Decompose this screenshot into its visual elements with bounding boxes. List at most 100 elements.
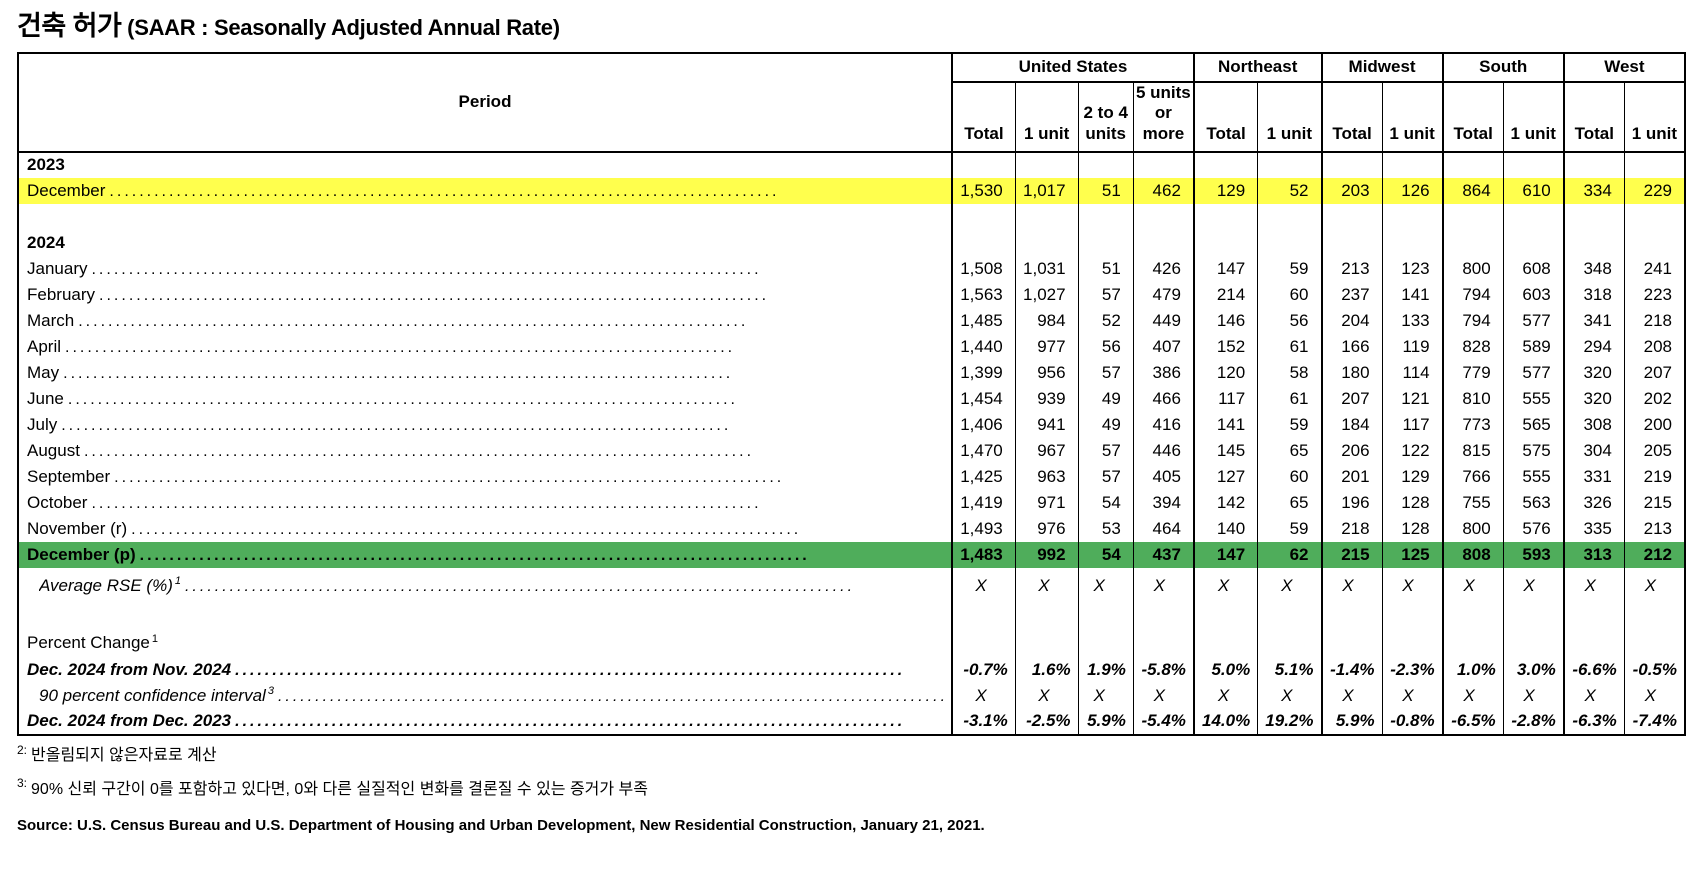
value-cell — [1502, 229, 1564, 256]
value-cell — [1320, 603, 1383, 630]
value-cell — [1192, 203, 1258, 230]
value-cell: 320 — [1562, 359, 1625, 386]
value-cell: 241 — [1623, 255, 1685, 282]
value-cell — [1320, 629, 1383, 657]
value-cell: -6.5% — [1441, 708, 1504, 735]
footnote-2: 2: 반올림되지 않은자료로 계산 — [17, 744, 1686, 767]
dot-leader — [87, 493, 951, 513]
period-cell: 2024 — [18, 230, 952, 256]
row-label: January — [27, 258, 88, 278]
value-cell: 207 — [1320, 385, 1383, 412]
period-cell-content: December — [27, 181, 951, 201]
row-label: March — [27, 310, 75, 330]
column-header: 1 unit — [1623, 81, 1685, 153]
value-cell: 128 — [1381, 515, 1443, 542]
value-cell: 152 — [1192, 333, 1258, 360]
footnote-3-marker: 3: — [17, 776, 28, 791]
value-cell: 128 — [1381, 489, 1443, 516]
value-cell: 52 — [1257, 177, 1322, 204]
group-header-northeast: Northeast — [1192, 52, 1322, 83]
dot-leader — [87, 259, 951, 279]
group-header-south: South — [1441, 52, 1564, 83]
value-cell: 318 — [1562, 281, 1625, 308]
value-cell: 146 — [1192, 307, 1258, 334]
footnote-2-text: 반올림되지 않은자료로 계산 — [31, 746, 217, 764]
value-cell — [1320, 151, 1383, 178]
table-row: Percent Change 1 — [18, 629, 1685, 657]
value-cell: 976 — [1014, 515, 1079, 542]
period-cell-content: December (p) — [27, 545, 951, 565]
value-cell: 304 — [1562, 437, 1625, 464]
period-cell: February — [18, 282, 952, 308]
value-cell: 204 — [1320, 307, 1383, 334]
period-cell-content: 2024 — [27, 233, 951, 253]
value-cell — [951, 229, 1016, 256]
value-cell: 52 — [1077, 307, 1134, 334]
value-cell — [1014, 603, 1079, 630]
row-label-superscript: 1 — [151, 633, 158, 645]
value-cell: 1,483 — [951, 541, 1016, 568]
page-title-korean: 건축 허가 — [17, 11, 122, 41]
table-row: December (p) 1,48399254437147622151258085… — [18, 541, 1685, 568]
value-cell: 794 — [1441, 307, 1504, 334]
row-label: July — [27, 414, 58, 434]
value-cell: 5.1% — [1257, 656, 1322, 683]
period-cell-content: March — [27, 311, 951, 331]
value-cell: 326 — [1562, 489, 1625, 516]
value-cell — [1441, 151, 1504, 178]
value-cell: 214 — [1192, 281, 1258, 308]
value-cell: 196 — [1320, 489, 1383, 516]
value-cell: 218 — [1623, 307, 1685, 334]
row-label: September — [27, 466, 111, 486]
value-cell: 1.6% — [1014, 656, 1079, 683]
value-cell: 49 — [1077, 385, 1134, 412]
value-cell: 213 — [1623, 515, 1685, 542]
table-row: April 1,440977564071526116611982858929420… — [18, 333, 1685, 360]
value-cell: 54 — [1077, 489, 1134, 516]
value-cell: 141 — [1192, 411, 1258, 438]
value-cell: 1,470 — [951, 437, 1016, 464]
page-title: 건축 허가 (SAAR : Seasonally Adjusted Annual… — [17, 6, 1686, 43]
value-cell: 129 — [1381, 463, 1443, 490]
value-cell — [1381, 229, 1443, 256]
table-row: December 1,5301,0175146212952203126864610… — [18, 177, 1685, 204]
dot-leader — [95, 285, 951, 305]
value-cell: 603 — [1502, 281, 1564, 308]
value-cell: 864 — [1441, 177, 1504, 204]
value-cell — [951, 203, 1016, 230]
value-cell — [1502, 151, 1564, 178]
value-cell — [1014, 151, 1079, 178]
value-cell: 129 — [1192, 177, 1258, 204]
table-row: March 1,485984524491465620413379457734121… — [18, 307, 1685, 334]
value-cell: 589 — [1502, 333, 1564, 360]
value-cell: -0.5% — [1623, 656, 1685, 683]
value-cell: 1.0% — [1441, 656, 1504, 683]
value-cell: -7.4% — [1623, 708, 1685, 735]
period-cell: January — [18, 256, 952, 282]
value-cell: 1,454 — [951, 385, 1016, 412]
value-cell: 61 — [1257, 385, 1322, 412]
row-label: Dec. 2024 from Nov. 2024 — [27, 659, 232, 679]
value-cell: 120 — [1192, 359, 1258, 386]
value-cell — [1014, 629, 1079, 657]
permits-table: Period United States Northeast Midwest South… — [17, 51, 1686, 736]
dot-leader — [59, 363, 951, 383]
value-cell: 56 — [1257, 307, 1322, 334]
value-cell: -5.4% — [1132, 708, 1194, 735]
value-cell: X — [1077, 567, 1134, 604]
value-cell: 123 — [1381, 255, 1443, 282]
value-cell: X — [951, 682, 1016, 709]
value-cell: 608 — [1502, 255, 1564, 282]
value-cell: 59 — [1257, 411, 1322, 438]
value-cell: 320 — [1562, 385, 1625, 412]
value-cell: 141 — [1381, 281, 1443, 308]
value-cell — [1257, 629, 1322, 657]
value-cell: 208 — [1623, 333, 1685, 360]
value-cell: 229 — [1623, 177, 1685, 204]
period-cell-content: May — [27, 363, 951, 383]
value-cell: 200 — [1623, 411, 1685, 438]
value-cell: -6.3% — [1562, 708, 1625, 735]
report-page: 건축 허가 (SAAR : Seasonally Adjusted Annual… — [0, 0, 1686, 834]
column-header: Total — [951, 81, 1016, 153]
period-cell-content: Dec. 2024 from Nov. 2024 — [27, 660, 951, 680]
